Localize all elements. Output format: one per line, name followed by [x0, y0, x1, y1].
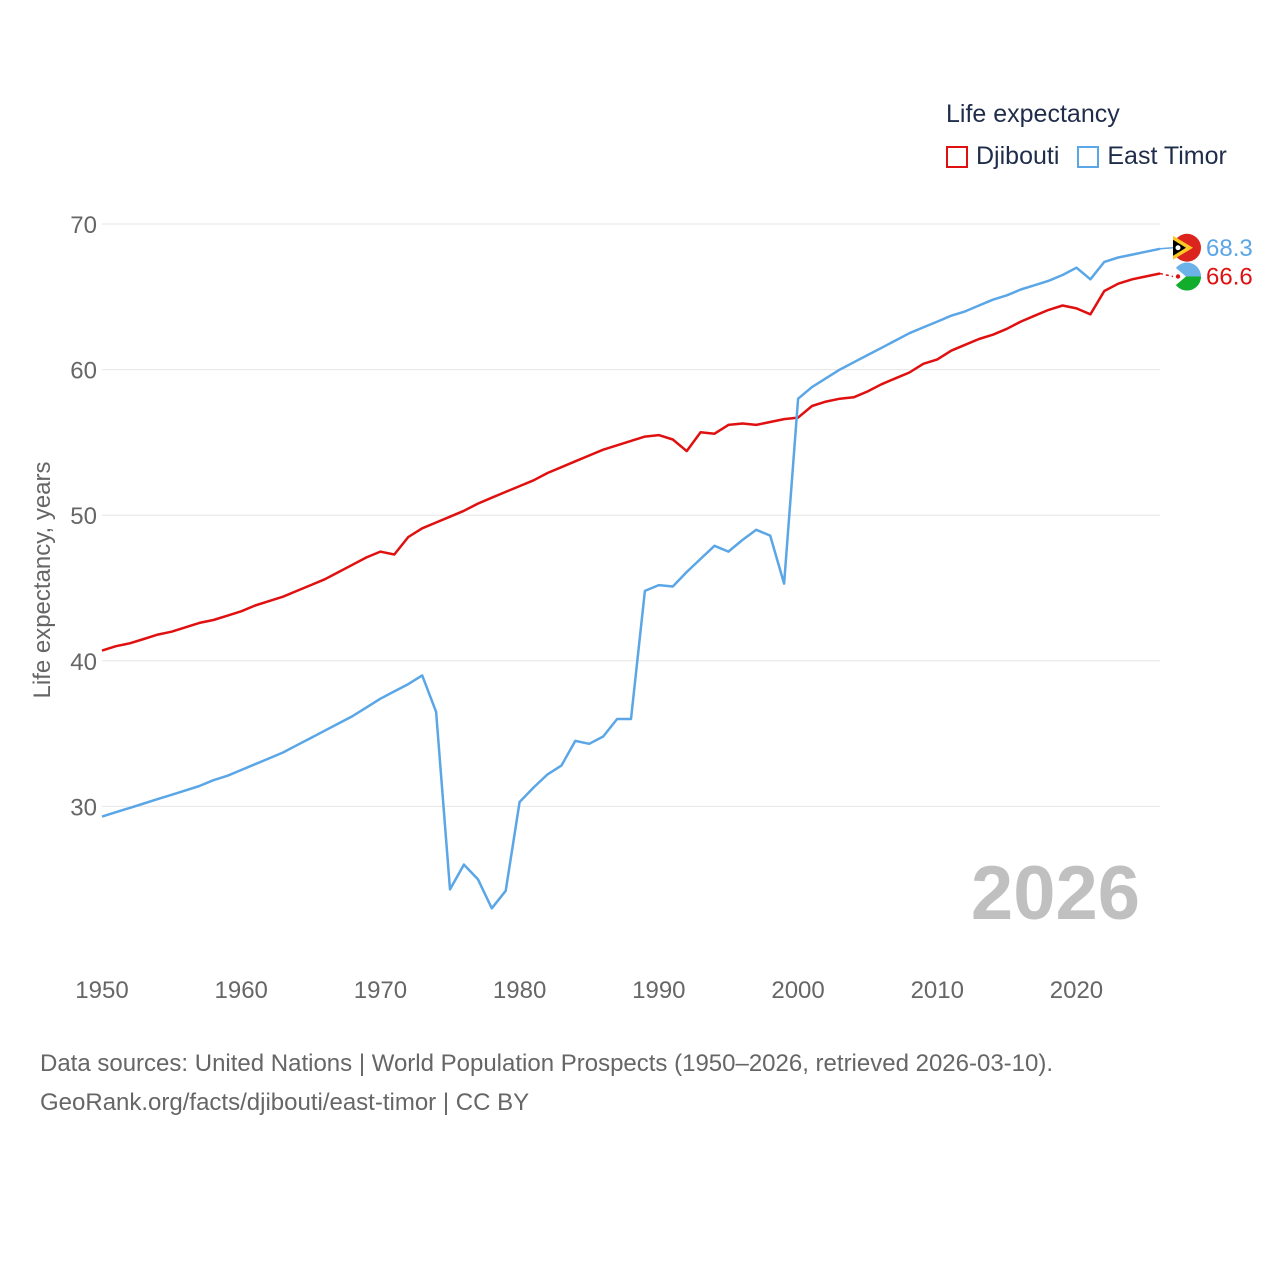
legend-swatch-djibouti	[946, 145, 968, 168]
x-tick-label-2020: 2020	[1050, 977, 1103, 1004]
end-markers: 66.668.3	[1159, 233, 1253, 291]
end-label-east-timor: 68.3	[1206, 235, 1253, 262]
y-axis-label: Life expectancy, years	[29, 461, 56, 698]
x-tick-label-1990: 1990	[632, 977, 685, 1004]
connector-east-timor	[1159, 247, 1174, 250]
y-tick-label-50: 50	[70, 503, 97, 530]
legend-label-djibouti: Djibouti	[976, 142, 1060, 170]
current-year-watermark: 2026	[970, 851, 1140, 936]
y-tick-label-30: 30	[70, 794, 97, 821]
y-tick-label-60: 60	[70, 358, 97, 385]
x-tick-label-2000: 2000	[771, 977, 824, 1004]
end-label-djibouti: 66.6	[1206, 264, 1253, 291]
series-lines	[101, 247, 1161, 910]
legend: Djibouti East Timor	[946, 142, 1245, 171]
x-axis-tick-labels: 1950 1960 1970 1980 1990 2000 2010 2020	[75, 977, 1103, 1004]
flag-icon-east-timor	[1173, 233, 1201, 262]
legend-item-east-timor[interactable]: East Timor	[1077, 142, 1227, 171]
series-line-east-timor	[101, 247, 1161, 910]
y-axis-tick-labels: 30 40 50 60 70	[70, 212, 97, 821]
y-tick-label-40: 40	[70, 649, 97, 676]
legend-label-east-timor: East Timor	[1107, 142, 1227, 170]
legend-title: Life expectancy	[946, 100, 1120, 128]
legend-item-djibouti[interactable]: Djibouti	[946, 142, 1059, 171]
legend-swatch-east-timor	[1077, 145, 1100, 168]
flag-djibouti-star	[1175, 274, 1181, 279]
x-tick-label-1950: 1950	[75, 977, 128, 1004]
x-tick-label-2010: 2010	[911, 977, 964, 1004]
x-tick-label-1960: 1960	[215, 977, 268, 1004]
connector-djibouti	[1159, 272, 1174, 278]
flag-east-timor-star	[1175, 245, 1181, 251]
sources-line-2[interactable]: GeoRank.org/facts/djibouti/east-timor | …	[40, 1089, 530, 1116]
sources-line-1: Data sources: United Nations | World Pop…	[40, 1050, 1054, 1077]
grid-lines	[102, 223, 1160, 807]
series-line-djibouti	[101, 272, 1161, 652]
x-tick-label-1970: 1970	[354, 977, 407, 1004]
x-tick-label-1980: 1980	[493, 977, 546, 1004]
flag-icon-djibouti	[1173, 262, 1201, 291]
data-sources: Data sources: United Nations | World Pop…	[40, 1044, 1053, 1122]
y-tick-label-70: 70	[70, 212, 97, 239]
